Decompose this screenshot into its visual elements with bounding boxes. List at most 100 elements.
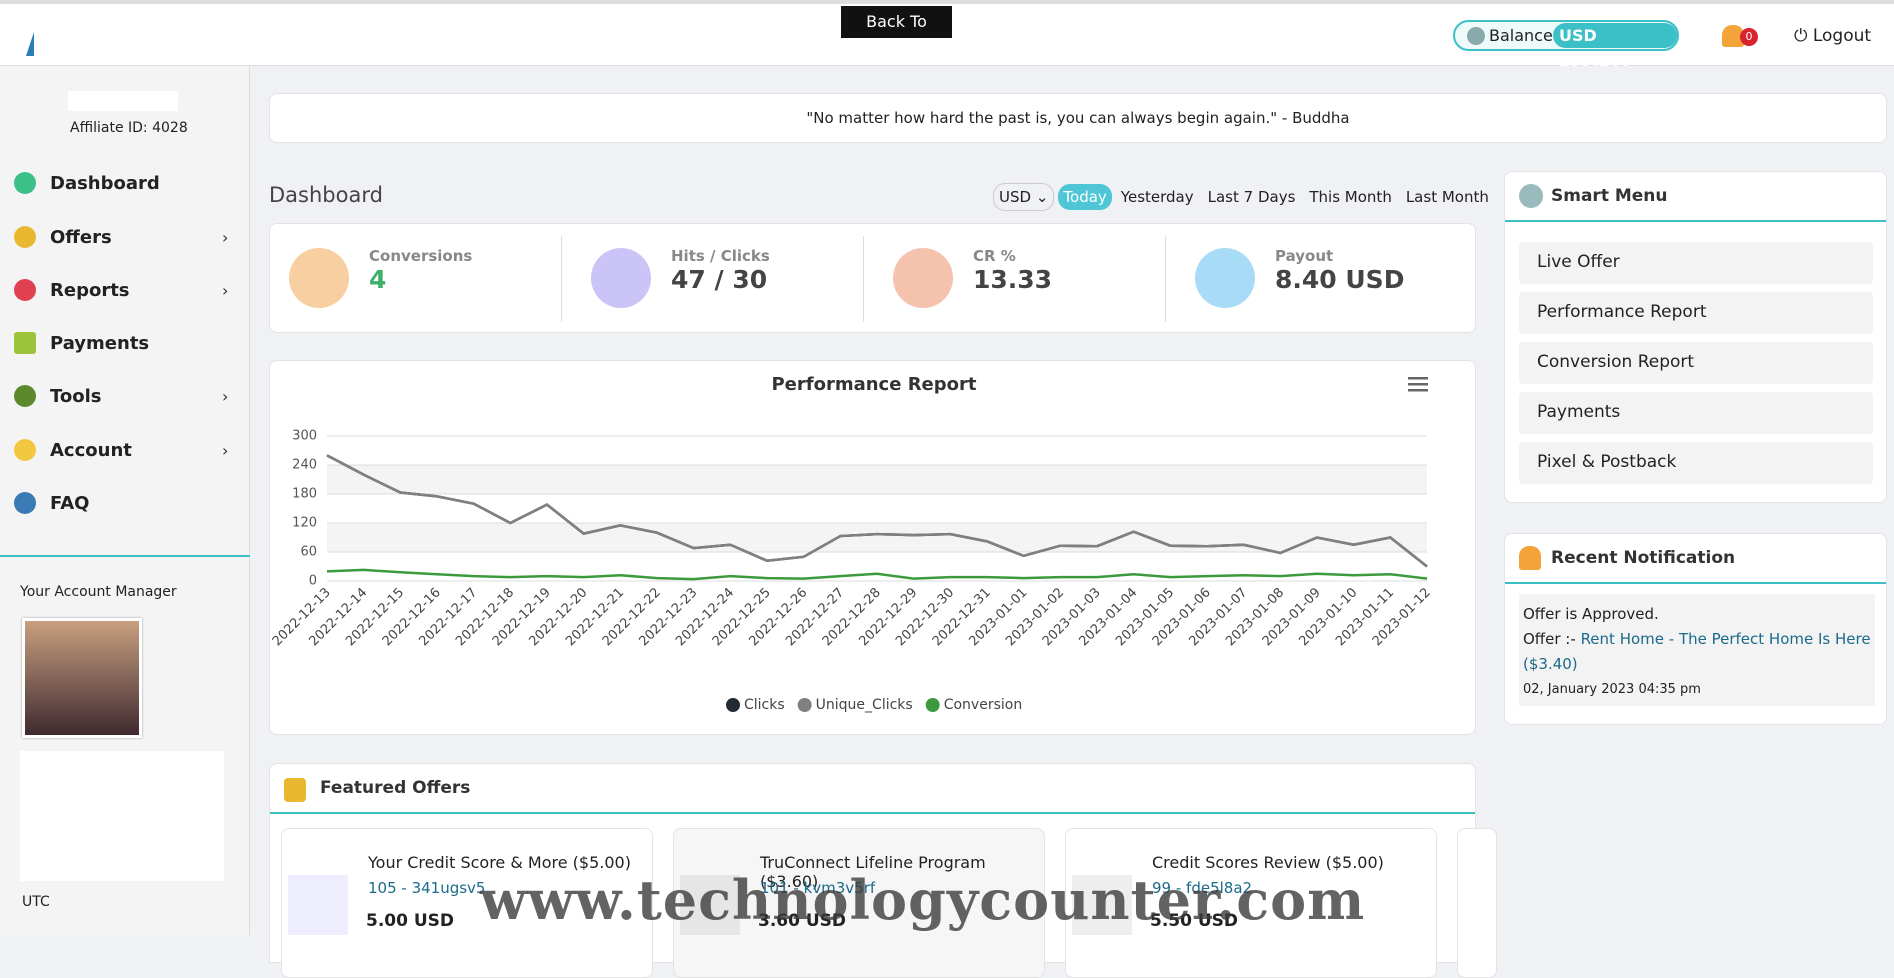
logout[interactable]: ⏻ Logout (1794, 26, 1872, 46)
notification-status: Offer is Approved. (1523, 605, 1659, 623)
stat-label: CR % (973, 247, 1016, 265)
offer-card[interactable] (1457, 828, 1497, 978)
menu-label: FAQ (50, 492, 90, 514)
stat: Payout 8.40 USD (1275, 247, 1404, 294)
menu-item[interactable]: Dashboard (14, 172, 160, 194)
offer-prefix: Offer :- (1523, 630, 1576, 648)
stat: Hits / Clicks 47 / 30 (671, 247, 770, 294)
currency: USD (999, 188, 1032, 206)
legend: Clicks Unique_Clicks Conversion (726, 697, 1022, 713)
stat-label: Hits / Clicks (671, 247, 770, 265)
notification-count: 0 (1740, 28, 1758, 46)
currency-select[interactable]: USD ⌄ (993, 183, 1055, 211)
manager-box (20, 751, 224, 881)
menu-item[interactable]: FAQ (14, 492, 89, 514)
stats-card: Conversions 4 Hits / Clicks 47 / 30 CR % 13… (269, 223, 1476, 333)
menu-label: Account (50, 439, 132, 461)
stat: Conversions 4 (369, 247, 472, 294)
smart-menu-item[interactable]: Live Offer (1519, 242, 1873, 284)
stat-value: 47 / 30 (671, 265, 768, 294)
stat: CR % 13.33 (973, 247, 1052, 294)
divider (1505, 220, 1886, 222)
filter[interactable]: This Month (1309, 188, 1392, 206)
smart-menu-item[interactable]: Performance Report (1519, 292, 1873, 334)
bell-icon[interactable] (1722, 25, 1744, 47)
bell-icon (1519, 546, 1541, 570)
smart-menu-title: Smart Menu (1551, 186, 1668, 206)
menu-item[interactable]: Account (14, 439, 132, 461)
quote: "No matter how hard the past is, you can… (269, 93, 1887, 143)
menu-label: Offers (50, 226, 112, 248)
smart-menu-item[interactable]: Pixel & Postback (1519, 442, 1873, 484)
smart-menu-item[interactable]: Conversion Report (1519, 342, 1873, 384)
stat-label: Conversions (369, 247, 473, 265)
featured-icon (284, 778, 306, 802)
y-tick-label: 180 (292, 487, 317, 502)
grid-band (327, 465, 1427, 494)
notification-date: 02, January 2023 04:35 pm (1523, 682, 1701, 697)
divider (863, 236, 864, 322)
menu-icon[interactable] (1408, 377, 1428, 392)
divider (1165, 236, 1166, 322)
watermark: www.technologycounter.com (480, 868, 1366, 932)
menu-label: Reports (50, 279, 130, 301)
y-tick-label: 240 (292, 458, 317, 473)
filter[interactable]: Last 7 Days (1207, 188, 1296, 206)
menu-item[interactable]: Offers (14, 226, 112, 248)
y-tick-label: 300 (292, 429, 317, 444)
notification-offer: Offer :- Rent Home - The Perfect Home Is… (1523, 627, 1871, 677)
y-tick-label: 0 (309, 574, 317, 589)
notification-item: Offer is Approved. Offer :- Rent Home - … (1519, 594, 1875, 706)
offer-link[interactable]: Rent Home - The Perfect Home Is Here ($3… (1523, 630, 1871, 673)
user-name-box (68, 91, 178, 111)
y-tick-label: 120 (292, 516, 317, 531)
menu-label: Dashboard (50, 172, 160, 194)
line-series (326, 568, 1428, 581)
menu-label: Payments (50, 332, 150, 354)
balance-value: USD 259.100 (1553, 23, 1677, 70)
offer-id: 101 - kvm3v5rf (760, 879, 876, 897)
offer-price: 5.50 USD (1150, 911, 1239, 931)
legend-swatch (797, 698, 812, 712)
logout-label: Logout (1812, 26, 1872, 46)
offer-price: 5.00 USD (366, 911, 455, 931)
chart: Performance Report 0601201802403002022-1… (270, 374, 1434, 713)
chevron: › (222, 441, 229, 460)
menu-item[interactable]: Payments (14, 332, 149, 354)
timezone: UTC (22, 894, 50, 910)
divider (270, 812, 1475, 814)
notification-title: Recent Notification (1551, 548, 1736, 568)
filter[interactable]: Today (1058, 184, 1112, 210)
offer-name: Your Credit Score & More ($5.00) (368, 853, 631, 872)
stat-value: 4 (369, 265, 387, 294)
link-icon (1519, 184, 1543, 208)
wallet-icon (1467, 27, 1485, 45)
chart-title: Performance Report (771, 374, 976, 395)
sidebar: Affiliate ID: 4028 Dashboard Offers › Re… (0, 66, 250, 935)
divider (1505, 582, 1886, 584)
legend-swatch (925, 698, 940, 712)
divider (0, 555, 250, 557)
line-series (326, 454, 1428, 568)
stat-value: 13.33 (973, 265, 1053, 294)
smart-menu-item[interactable]: Payments (1519, 392, 1873, 434)
cursor-icon (591, 248, 651, 308)
offer-name: Credit Scores Review ($5.00) (1152, 853, 1384, 872)
filter[interactable]: Yesterday (1120, 188, 1194, 206)
filter[interactable]: Last Month (1405, 188, 1489, 206)
menu-label: Tools (50, 385, 102, 407)
legend-label: Conversion (944, 697, 1023, 713)
top-bar: Back To Admin Balance USD 259.100 0 ⏻ Lo… (0, 0, 1894, 70)
legend-label: Unique_Clicks (816, 697, 913, 713)
menu-item[interactable]: Tools (14, 385, 102, 407)
featured-title: Featured Offers (320, 778, 471, 798)
legend-label: Clicks (744, 697, 785, 713)
balance[interactable]: Balance USD 259.100 (1453, 20, 1679, 70)
offer-thumb (288, 875, 348, 935)
affiliate-id: Affiliate ID: 4028 (70, 120, 188, 136)
filters: USD ⌄ Today Yesterday Last 7 Days This M… (993, 183, 1494, 211)
notification-card: Recent Notification Offer is Approved. O… (1504, 533, 1887, 725)
menu-item[interactable]: Reports (14, 279, 130, 301)
back-button[interactable]: Back To Admin (841, 6, 952, 63)
chevron: › (222, 387, 229, 406)
